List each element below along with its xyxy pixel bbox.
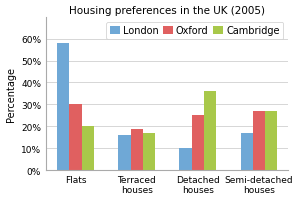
Bar (192, 116, 204, 170)
Bar (253, 111, 265, 170)
Bar (57, 44, 69, 170)
Bar (118, 135, 130, 170)
Bar (265, 111, 277, 170)
Bar (130, 129, 143, 170)
Bar (179, 149, 192, 170)
Bar (143, 133, 155, 170)
Legend: London, Oxford, Cambridge: London, Oxford, Cambridge (106, 22, 284, 40)
Bar (82, 127, 94, 170)
Title: Housing preferences in the UK (2005): Housing preferences in the UK (2005) (69, 6, 265, 15)
Bar (69, 105, 82, 170)
Bar (204, 92, 216, 170)
Y-axis label: Percentage: Percentage (6, 67, 16, 121)
Bar (241, 133, 253, 170)
